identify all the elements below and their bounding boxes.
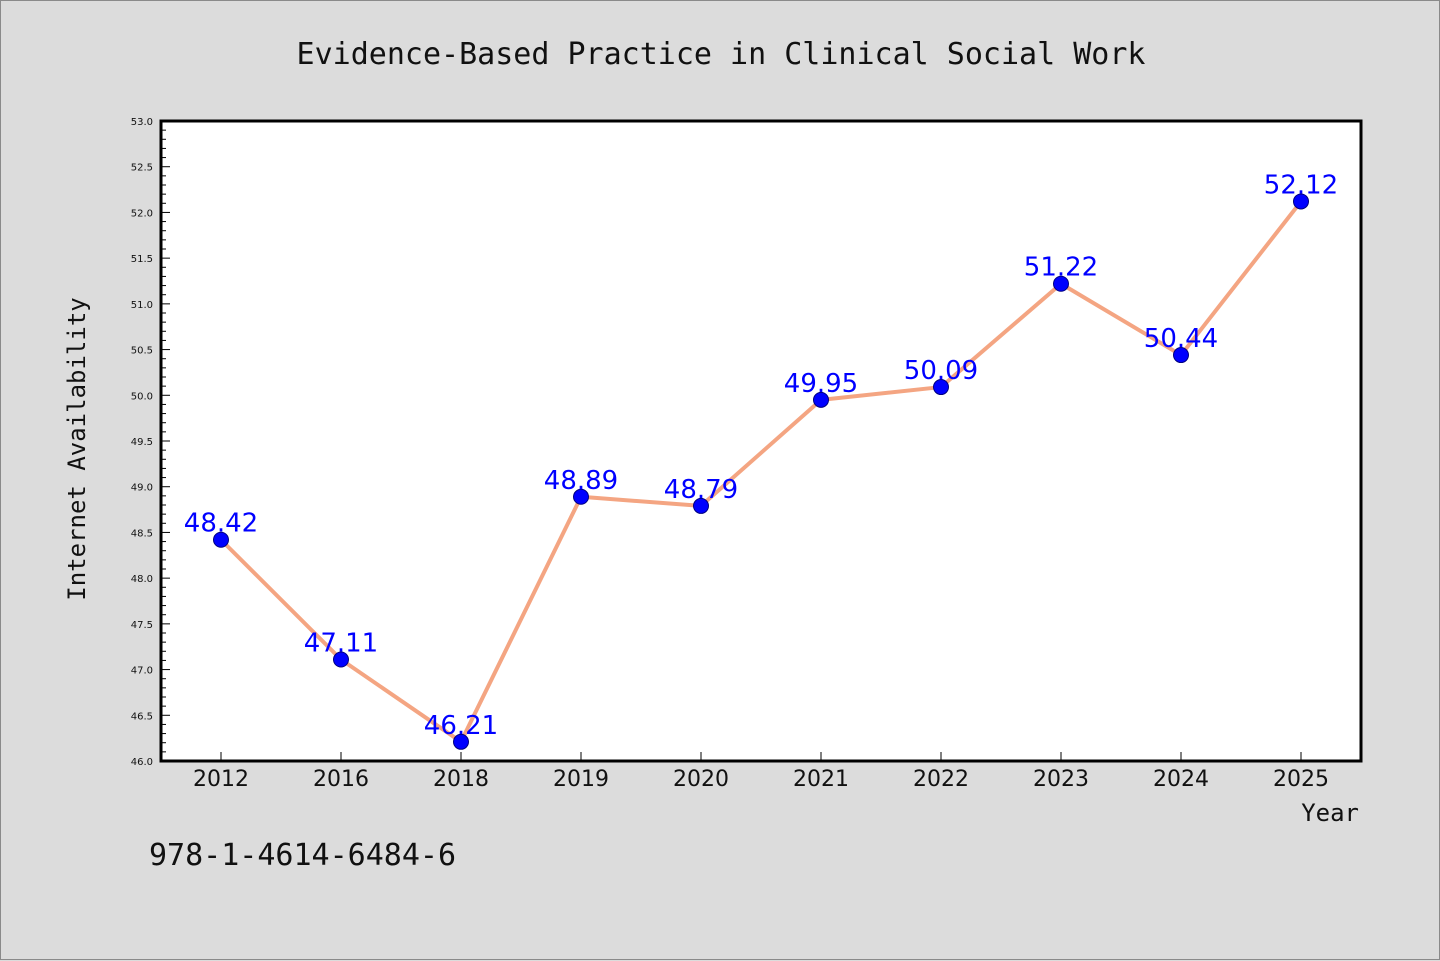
y-axis-ticks: 46.0 46.5 47.0 47.5 48.0 48.5 49.0 49.5 50.0 50.5… bbox=[131, 117, 170, 768]
x-tick-label: 2020 bbox=[673, 767, 729, 792]
data-point bbox=[573, 488, 589, 505]
data-label: 48.79 bbox=[664, 475, 738, 505]
data-label: 46.21 bbox=[424, 711, 498, 741]
x-axis-label: Year bbox=[1301, 799, 1359, 827]
y-tick-label: 49.5 bbox=[131, 437, 153, 448]
y-axis-label: Internet Availability bbox=[63, 297, 91, 600]
data-label: 47.11 bbox=[304, 629, 378, 659]
y-tick-label: 53.0 bbox=[131, 117, 153, 128]
y-tick-label: 52.5 bbox=[131, 163, 153, 174]
data-point bbox=[933, 379, 949, 396]
data-point bbox=[213, 531, 229, 548]
x-tick-label: 2018 bbox=[433, 767, 489, 792]
y-tick-label: 48.5 bbox=[131, 528, 153, 539]
data-point bbox=[1293, 193, 1309, 210]
x-tick-label: 2019 bbox=[553, 767, 609, 792]
y-tick-label: 47.5 bbox=[131, 620, 153, 631]
data-label: 50.44 bbox=[1144, 324, 1218, 354]
y-tick-label: 46.0 bbox=[131, 757, 153, 768]
y-tick-label: 50.0 bbox=[131, 391, 153, 402]
data-point bbox=[1173, 347, 1189, 364]
y-tick-label: 47.0 bbox=[131, 666, 153, 677]
y-tick-label: 51.5 bbox=[131, 254, 153, 265]
data-point bbox=[333, 651, 349, 668]
plot-area bbox=[159, 119, 1363, 763]
x-tick-label: 2021 bbox=[793, 767, 849, 792]
x-tick-label: 2012 bbox=[193, 767, 249, 792]
x-tick-label: 2025 bbox=[1273, 767, 1329, 792]
y-tick-label: 48.0 bbox=[131, 574, 153, 585]
y-tick-label: 52.0 bbox=[131, 208, 153, 219]
x-tick-label: 2024 bbox=[1153, 767, 1209, 792]
data-label: 50.09 bbox=[904, 356, 978, 386]
data-label: 49.95 bbox=[784, 369, 858, 399]
y-tick-label: 50.5 bbox=[131, 346, 153, 357]
isbn-annotation: 978-1-4614-6484-6 bbox=[149, 838, 456, 873]
x-tick-label: 2016 bbox=[313, 767, 369, 792]
data-points-group bbox=[213, 193, 1309, 750]
x-tick-label: 2023 bbox=[1033, 767, 1089, 792]
data-point bbox=[693, 497, 709, 514]
data-point bbox=[1053, 275, 1069, 292]
data-point bbox=[813, 391, 829, 408]
data-point bbox=[453, 733, 469, 750]
series-line bbox=[219, 199, 1303, 744]
data-label: 48.89 bbox=[544, 466, 618, 496]
x-tick-label: 2022 bbox=[913, 767, 969, 792]
x-axis-ticks: 2012 2016 2018 2019 2020 2021 2022 2023 2024 2025 bbox=[193, 752, 1329, 792]
data-label: 51.22 bbox=[1024, 253, 1098, 283]
y-tick-label: 49.0 bbox=[131, 483, 153, 494]
chart-title: Evidence-Based Practice in Clinical Soci… bbox=[297, 37, 1146, 72]
data-label: 48.42 bbox=[184, 509, 258, 539]
data-label: 52.12 bbox=[1264, 170, 1338, 200]
data-labels-group: 48.42 47.11 46.21 48.89 48.79 49.95 50.09 51.22… bbox=[184, 170, 1338, 740]
y-tick-label: 51.0 bbox=[131, 300, 153, 311]
y-tick-label: 46.5 bbox=[131, 711, 153, 722]
series-line-group bbox=[219, 199, 1303, 744]
